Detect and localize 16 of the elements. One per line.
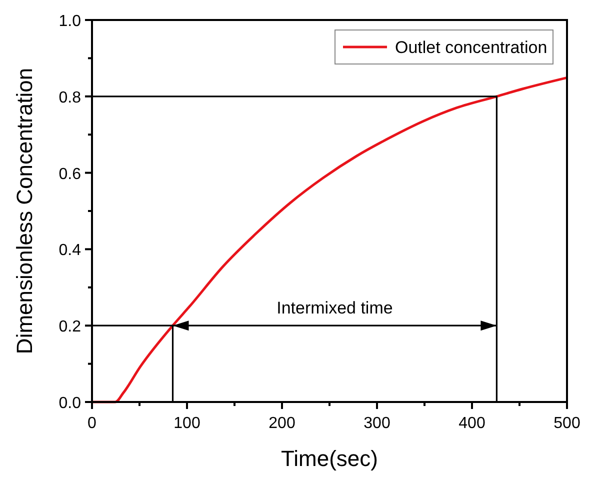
y-tick-label: 0.2 — [58, 318, 82, 336]
y-tick-label: 0.4 — [58, 242, 82, 260]
y-tick-label: 1.0 — [58, 13, 82, 30]
x-axis-title: Time(sec) — [281, 446, 378, 471]
y-axis-title: Dimensionless Concentration — [12, 68, 37, 354]
annotation: Intermixed time — [276, 298, 393, 318]
x-tick-label: 400 — [458, 415, 486, 432]
x-tick-label: 200 — [268, 415, 296, 432]
x-tick-label: 100 — [174, 415, 200, 432]
x-tick-label: 300 — [364, 415, 390, 432]
x-tick-label: 0 — [88, 415, 97, 432]
y-tick-label: 0.0 — [58, 395, 82, 412]
y-tick-label: 0.6 — [58, 166, 82, 183]
y-tick-label: 0.8 — [58, 89, 82, 106]
legend-label: Outlet concentration — [395, 38, 548, 57]
x-tick-label: 500 — [554, 415, 580, 432]
